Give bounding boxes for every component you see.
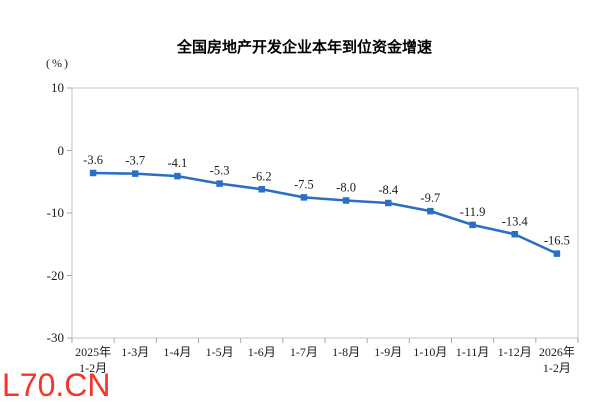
data-point-marker (385, 199, 392, 207)
x-axis-label: 1-12月 (497, 345, 532, 359)
x-axis-label: 1-4月 (163, 345, 192, 359)
x-axis-label: 1-6月 (247, 345, 276, 359)
data-point-marker (132, 170, 139, 177)
data-point-marker (174, 172, 181, 180)
x-axis-label: 1-10月 (413, 345, 448, 359)
data-label: -5.3 (210, 164, 230, 178)
data-label: -13.4 (502, 214, 529, 228)
data-point-marker (216, 180, 223, 187)
x-axis-label: 2025年 1-2月 (75, 345, 112, 375)
y-axis-tick-label: 0 (57, 142, 65, 158)
y-axis-tick-label: -20 (46, 267, 64, 283)
data-point-marker (511, 231, 518, 238)
watermark: L70.CN (2, 367, 111, 403)
data-point-marker (258, 186, 265, 193)
data-label: -16.5 (544, 234, 570, 248)
y-axis-tick-label: -30 (46, 330, 64, 345)
data-label: -3.7 (125, 154, 145, 168)
data-label: -8.0 (336, 181, 356, 195)
data-label: -6.2 (252, 169, 272, 183)
data-label: -8.4 (378, 183, 399, 197)
y-axis-tick-label: 10 (51, 80, 64, 95)
data-label: -9.7 (421, 191, 441, 205)
data-point-marker (553, 250, 561, 257)
chart-title: 全国房地产开发企业本年到位资金增速 (176, 38, 432, 56)
data-point-marker (342, 197, 350, 204)
x-axis-label: 1-9月 (374, 345, 403, 359)
x-axis-label: 1-5月 (205, 345, 234, 359)
data-point-marker (427, 207, 434, 215)
data-label: -11.9 (460, 205, 486, 219)
data-line (93, 171, 558, 255)
x-axis-label: 1-3月 (121, 345, 150, 359)
data-point-marker (300, 194, 308, 201)
data-label: -3.6 (83, 153, 103, 167)
x-axis-label: 1-11月 (455, 345, 490, 359)
data-label: -7.5 (294, 177, 314, 191)
x-axis-label: 2026年 1-2月 (538, 345, 575, 375)
plot-area-border (71, 87, 579, 339)
data-point-marker (469, 221, 476, 229)
y-axis-tick-label: -10 (46, 205, 64, 220)
x-axis-label: 1-8月 (332, 345, 361, 359)
data-label: -4.1 (168, 156, 188, 170)
y-axis-unit-label: (%) (46, 56, 70, 70)
x-axis-label: 1-7月 (289, 345, 318, 359)
data-point-marker (89, 169, 97, 177)
